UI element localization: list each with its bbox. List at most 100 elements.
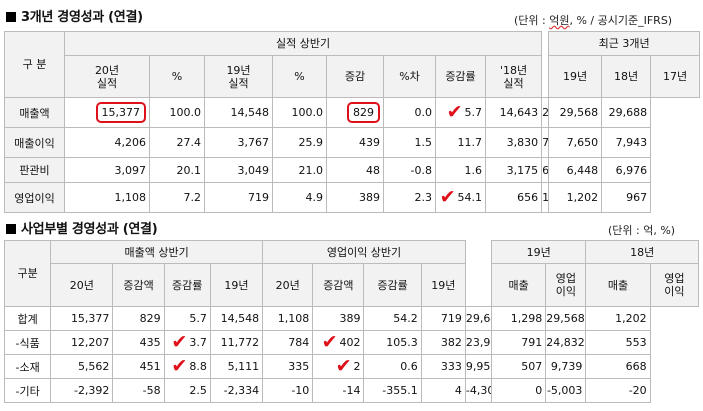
highlight-box: 15,377 <box>95 102 146 123</box>
division-table: 구분 매출액 상반기 영업이익 상반기 19년 18년 20년 증감액 증감률 … <box>3 240 700 403</box>
table-cell: ✔ 5.7 <box>435 97 486 128</box>
table-cell: 29,568 <box>545 306 587 331</box>
table-row: -소재5,562451✔8.85,111335✔20.63339,9525079… <box>3 354 699 379</box>
header-y17: 17년 <box>650 55 701 98</box>
square-bullet-icon <box>6 12 16 22</box>
table-cell: ✔ 3.7 <box>163 330 211 355</box>
table-cell: 719 <box>204 182 273 213</box>
row-label: 판관비 <box>4 157 65 183</box>
table-cell: 829 <box>112 306 165 331</box>
table-cell: 54.2 <box>363 306 422 331</box>
header-rate: 증감률 <box>435 55 486 98</box>
table-cell: 29,640 <box>541 97 550 128</box>
table-cell: 100.0 <box>149 97 205 128</box>
section2-title: 사업부별 경영성과 (연결) <box>6 218 158 237</box>
table-cell: 12,207 <box>50 330 114 355</box>
table-cell: 5,562 <box>50 354 114 379</box>
table-cell: -58 <box>112 378 165 403</box>
header-pct: % <box>149 55 205 98</box>
table-cell: 7,544 <box>541 127 550 158</box>
table-row: 매출이익4,20627.43,76725.94391.511.73,8307,5… <box>4 127 700 158</box>
table-cell: 5,111 <box>209 354 264 379</box>
header2-sale2: 매출 <box>585 263 651 307</box>
table-cell: 451 <box>112 354 165 379</box>
table-row: -기타-2,392-582.5-2,334-10-14-355.14-4,305… <box>3 378 699 403</box>
header-half: 실적 상반기 <box>63 31 543 56</box>
header-19: 19년 실적 <box>204 55 273 98</box>
header2-19b: 19년 <box>420 263 466 307</box>
header-pcha: %차 <box>383 55 436 98</box>
table-cell: 9,952 <box>464 354 493 379</box>
table-cell: 791 <box>491 330 547 355</box>
table-cell: -2,334 <box>209 378 264 403</box>
check-mark-icon: ✔ <box>335 355 352 377</box>
highlight-box: 829 <box>347 102 380 123</box>
table-row: 영업이익1,1087.27194.93892.3✔54.16561,2981,2… <box>4 182 700 213</box>
table-cell: 553 <box>585 330 651 355</box>
table-cell: 27.4 <box>149 127 205 158</box>
table-cell: 829 <box>326 97 384 128</box>
table-cell: 29,640 <box>464 306 493 331</box>
table-cell: ✔ 402 <box>312 330 365 355</box>
table-cell: 14,643 <box>484 97 543 128</box>
performance-table: 구 분 실적 상반기 최근 3개년 20년 실적 % 19년 실적 % 증감 %… <box>4 31 701 213</box>
table-cell: 3,097 <box>64 157 150 183</box>
table-cell: 11.7 <box>435 127 486 158</box>
table-row: 매출액 15,377 100.0 14,548 100.0 829 0.0 ✔ 5.7 14,64… <box>4 97 700 128</box>
table-cell: 3,830 <box>484 127 543 158</box>
header-y19: 19년 <box>548 55 603 98</box>
table-cell: -20 <box>585 378 651 403</box>
header2-sales: 매출액 상반기 <box>50 240 264 264</box>
header2-opr: 영업 이익 <box>545 263 587 307</box>
table-cell: 0 <box>491 378 547 403</box>
row-label: 합계 <box>3 306 52 331</box>
table-cell: 4 <box>420 378 466 403</box>
table-cell: 4.9 <box>272 182 327 213</box>
header-diff: 증감 <box>326 55 384 98</box>
table-cell: -2,392 <box>50 378 114 403</box>
table-cell: 1,298 <box>491 306 547 331</box>
header2-19: 19년 <box>209 263 264 307</box>
table-cell: 14,548 <box>209 306 264 331</box>
table-cell: ✔ 8.8 <box>163 354 211 379</box>
table-cell: 0.0 <box>383 97 436 128</box>
table-cell: 1,202 <box>548 182 603 213</box>
table-cell: 48 <box>326 157 384 183</box>
table-cell: 668 <box>585 354 651 379</box>
table-cell: 967 <box>601 182 652 213</box>
table-cell: 389 <box>326 182 384 213</box>
table-cell: 1,202 <box>585 306 651 331</box>
table-cell: 382 <box>420 330 466 355</box>
table-cell: 389 <box>312 306 365 331</box>
table-cell: -4,305 <box>464 378 493 403</box>
header-recent: 최근 3개년 <box>548 31 701 56</box>
table-cell: -10 <box>262 378 314 403</box>
header2-y19: 19년 <box>491 240 587 264</box>
header2-diff2: 증감액 <box>312 263 365 307</box>
row-label: -식품 <box>3 330 52 355</box>
table-cell: 23,992 <box>464 330 493 355</box>
table-cell: 2.3 <box>383 182 436 213</box>
table-cell: 100.0 <box>272 97 327 128</box>
table-cell: 7,650 <box>548 127 603 158</box>
header2-sale: 매출 <box>491 263 547 307</box>
row-label: 매출액 <box>4 97 65 128</box>
table-cell: 25.9 <box>272 127 327 158</box>
table-cell: 656 <box>484 182 543 213</box>
table-cell: 435 <box>112 330 165 355</box>
check-mark-icon: ✔ <box>439 186 456 208</box>
header2-diff: 증감액 <box>112 263 165 307</box>
row-label: -소재 <box>3 354 52 379</box>
square-bullet-icon <box>6 224 16 234</box>
header2-op: 영업이익 상반기 <box>262 240 466 264</box>
table-cell: 20.1 <box>149 157 205 183</box>
table-cell: 4,206 <box>64 127 150 158</box>
table-cell: 784 <box>262 330 314 355</box>
row-label: 매출이익 <box>4 127 65 158</box>
row-label: -기타 <box>3 378 52 403</box>
table-cell: 3,175 <box>484 157 543 183</box>
section1-unit: (단위 : 억원, % / 공시기준_IFRS) <box>514 14 673 27</box>
header2-20: 20년 <box>50 263 114 307</box>
row-label: 영업이익 <box>4 182 65 213</box>
table-cell: 1.5 <box>383 127 436 158</box>
